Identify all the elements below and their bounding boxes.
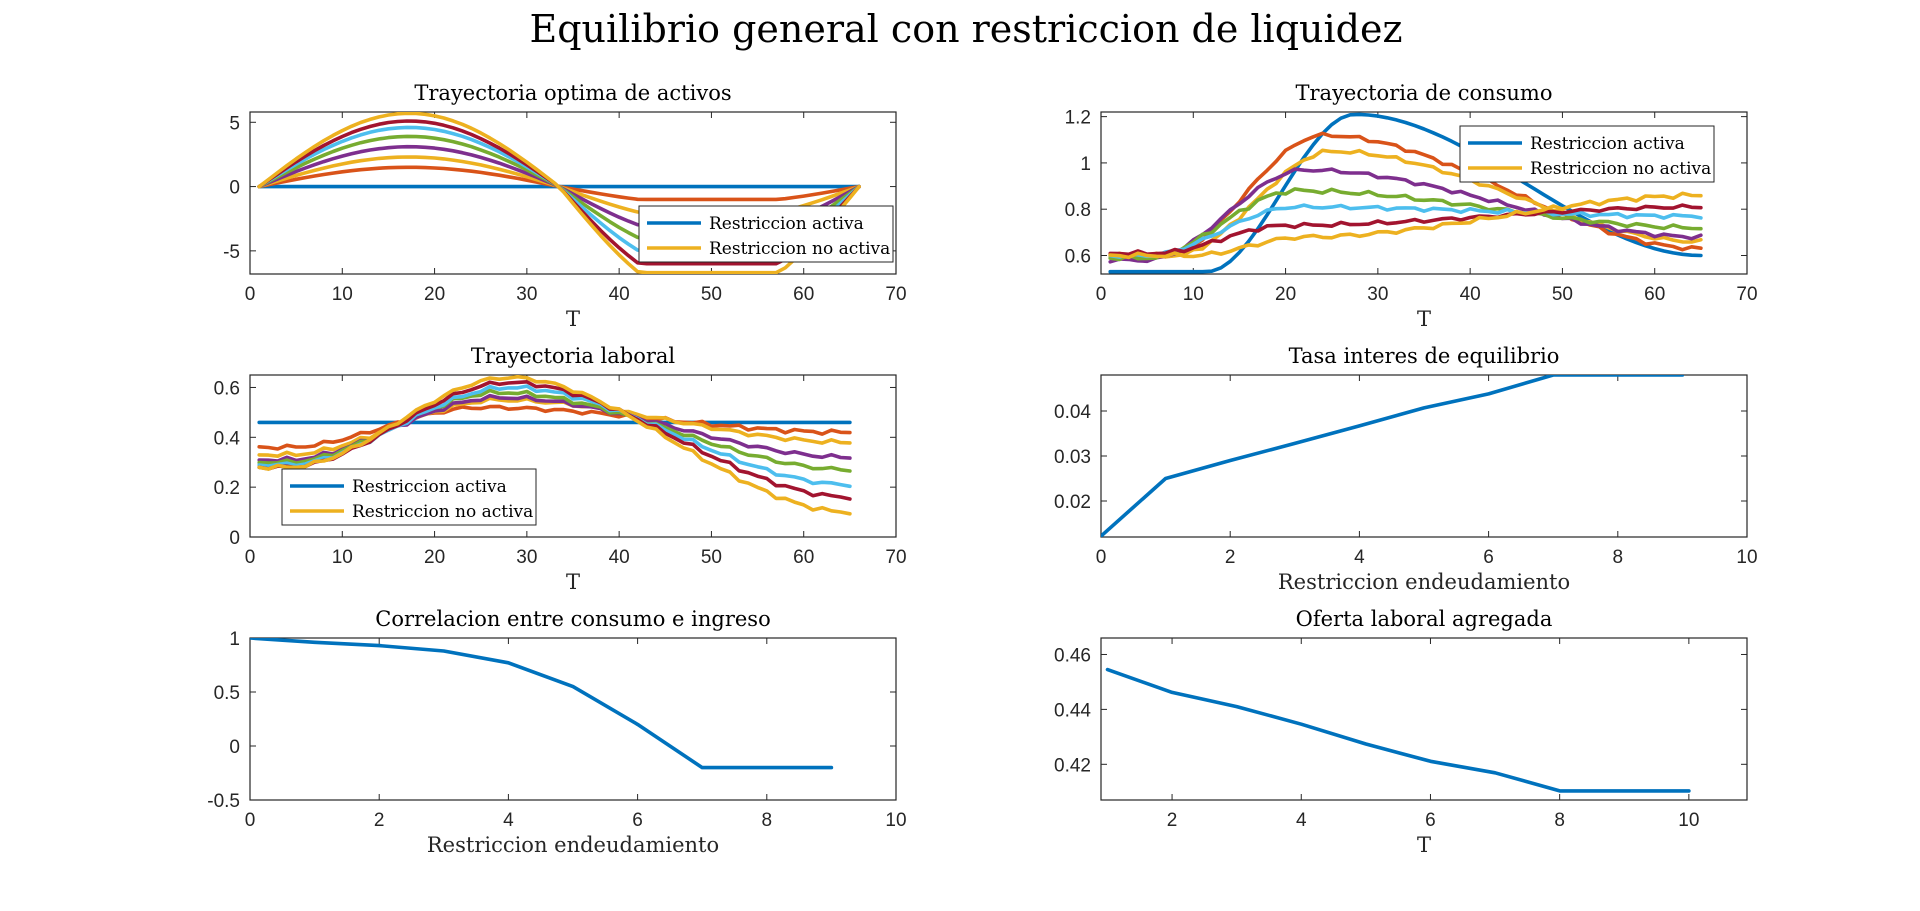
assets-legend: Restriccion activa Restriccion no activa xyxy=(639,206,893,262)
x-tick-label: 20 xyxy=(1275,284,1296,305)
y-tick-label: -5 xyxy=(223,242,240,263)
correlation-axes xyxy=(250,638,896,800)
x-tick-label: 60 xyxy=(793,547,814,568)
x-tick-label: 0 xyxy=(1096,547,1107,568)
x-tick-label: 2 xyxy=(1167,810,1178,831)
x-tick-label: 10 xyxy=(885,810,906,831)
x-tick-label: 6 xyxy=(632,810,643,831)
y-tick-label: 0.42 xyxy=(1054,755,1091,776)
y-tick-label: 0 xyxy=(229,528,240,549)
x-tick-label: 70 xyxy=(885,547,906,568)
labor-legend: Restriccion activa Restriccion no activa xyxy=(282,469,536,525)
x-tick-label: 4 xyxy=(503,810,514,831)
laborsupply-panel: Oferta laboral agregada T 2 4 6 8 10 0.42 0.44 0.… xyxy=(1054,607,1747,857)
x-tick-label: 8 xyxy=(1613,547,1624,568)
legend-label: Restriccion no activa xyxy=(352,502,533,522)
x-tick-label: 20 xyxy=(424,547,445,568)
legend-label: Restriccion activa xyxy=(1530,134,1685,154)
correlation-panel: Correlacion entre consumo e ingreso Restr… xyxy=(207,607,906,857)
laborsupply-title: Oferta laboral agregada xyxy=(1296,607,1553,631)
x-tick-label: 4 xyxy=(1354,547,1365,568)
x-tick-label: 60 xyxy=(1644,284,1665,305)
x-tick-label: 10 xyxy=(332,284,353,305)
y-tick-label: 0.6 xyxy=(1065,246,1091,267)
y-tick-label: 0.46 xyxy=(1054,645,1091,666)
interest-panel: Tasa interes de equilibrio Restriccion en… xyxy=(1054,344,1758,594)
x-tick-label: 8 xyxy=(1554,810,1565,831)
consumption-panel: Trayectoria de consumo T 0 10 20 30 40 50 60 70 0.… xyxy=(1065,81,1758,331)
x-tick-label: 40 xyxy=(609,284,630,305)
consumption-xlabel: T xyxy=(1417,307,1431,331)
x-tick-label: 2 xyxy=(1225,547,1236,568)
x-tick-label: 70 xyxy=(885,284,906,305)
x-tick-label: 10 xyxy=(1183,284,1204,305)
x-tick-label: 40 xyxy=(609,547,630,568)
x-tick-label: 50 xyxy=(701,547,722,568)
correlation-xlabel: Restriccion endeudamiento xyxy=(427,833,719,857)
y-tick-label: 0 xyxy=(229,178,240,199)
x-tick-label: 30 xyxy=(516,284,537,305)
labor-panel: Trayectoria laboral T 0 10 20 30 40 50 60 70 0 0.2 0… xyxy=(214,344,907,594)
y-tick-label: 0.44 xyxy=(1054,700,1091,721)
x-tick-label: 2 xyxy=(374,810,385,831)
x-tick-label: 0 xyxy=(1096,284,1107,305)
x-tick-label: 0 xyxy=(245,284,256,305)
y-tick-label: 0.04 xyxy=(1054,402,1091,423)
y-tick-label: 0.03 xyxy=(1054,447,1091,468)
y-tick-label: 0.02 xyxy=(1054,492,1091,513)
interest-xlabel: Restriccion endeudamiento xyxy=(1278,570,1570,594)
x-tick-label: 4 xyxy=(1296,810,1307,831)
x-tick-label: 0 xyxy=(245,547,256,568)
x-tick-label: 6 xyxy=(1483,547,1494,568)
laborsupply-axes xyxy=(1101,638,1747,800)
interest-title: Tasa interes de equilibrio xyxy=(1289,344,1560,368)
labor-title: Trayectoria laboral xyxy=(471,344,676,368)
x-tick-label: 10 xyxy=(1678,810,1699,831)
laborsupply-xlabel: T xyxy=(1417,833,1431,857)
y-tick-label: 0.2 xyxy=(214,478,240,499)
legend-label: Restriccion no activa xyxy=(1530,159,1711,179)
x-tick-label: 0 xyxy=(245,810,256,831)
x-tick-label: 50 xyxy=(1552,284,1573,305)
y-tick-label: 5 xyxy=(229,113,240,134)
assets-title: Trayectoria optima de activos xyxy=(414,81,731,105)
y-tick-label: 0.8 xyxy=(1065,200,1091,221)
assets-xlabel: T xyxy=(566,307,580,331)
x-tick-label: 10 xyxy=(332,547,353,568)
y-tick-label: 1.2 xyxy=(1065,108,1091,129)
y-tick-label: -0.5 xyxy=(207,791,240,812)
legend-label: Restriccion no activa xyxy=(709,239,890,259)
consumption-legend: Restriccion activa Restriccion no activa xyxy=(1460,126,1714,182)
legend-label: Restriccion activa xyxy=(709,214,864,234)
assets-panel: Trayectoria optima de activos T 0 10 20 30 40 5… xyxy=(223,81,906,331)
correlation-title: Correlacion entre consumo e ingreso xyxy=(375,607,770,631)
y-tick-label: 0 xyxy=(229,737,240,758)
x-tick-label: 8 xyxy=(762,810,773,831)
legend-label: Restriccion activa xyxy=(352,477,507,497)
x-tick-label: 10 xyxy=(1736,547,1757,568)
x-tick-label: 20 xyxy=(424,284,445,305)
x-tick-label: 50 xyxy=(701,284,722,305)
x-tick-label: 30 xyxy=(516,547,537,568)
y-tick-label: 0.4 xyxy=(214,428,241,449)
labor-xlabel: T xyxy=(566,570,580,594)
x-tick-label: 30 xyxy=(1367,284,1388,305)
x-tick-label: 60 xyxy=(793,284,814,305)
y-tick-label: 0.6 xyxy=(214,378,240,399)
figure-title: Equilibrio general con restriccion de li… xyxy=(529,7,1402,51)
y-tick-label: 1 xyxy=(1080,154,1091,175)
consumption-title: Trayectoria de consumo xyxy=(1296,81,1553,105)
y-tick-label: 1 xyxy=(229,629,240,650)
x-tick-label: 70 xyxy=(1736,284,1757,305)
x-tick-label: 40 xyxy=(1460,284,1481,305)
interest-axes xyxy=(1101,375,1747,537)
x-tick-label: 6 xyxy=(1425,810,1436,831)
y-tick-label: 0.5 xyxy=(214,683,240,704)
